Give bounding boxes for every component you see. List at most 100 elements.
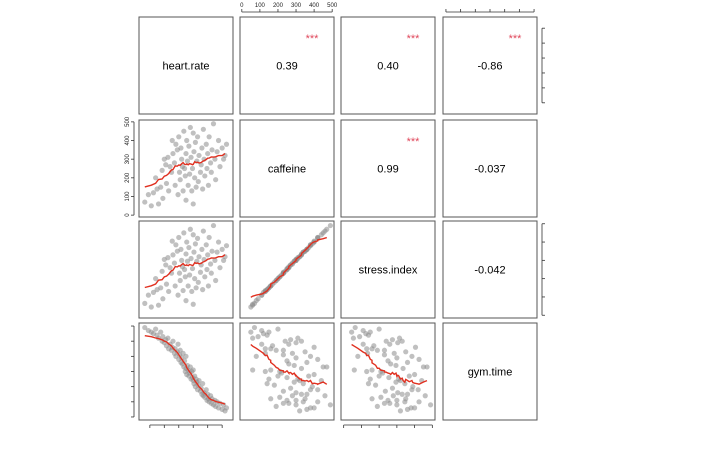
data-point [307, 405, 314, 411]
significance-stars: *** [509, 33, 523, 45]
data-point [192, 276, 198, 282]
data-point [184, 158, 191, 164]
panel-heart.rate-caffeine [239, 16, 335, 115]
data-point [185, 182, 191, 188]
data-point [179, 257, 185, 263]
panel-caffeine-gym.time [442, 119, 538, 218]
tick-label: 500 [125, 116, 131, 127]
data-point [381, 347, 388, 353]
data-point [193, 184, 199, 190]
data-point [289, 350, 296, 356]
data-point [158, 285, 164, 291]
data-point [145, 192, 151, 198]
data-point [364, 368, 370, 375]
data-point [367, 329, 373, 335]
data-point [148, 304, 154, 310]
data-point [202, 274, 208, 280]
data-point [205, 182, 212, 188]
data-point [207, 261, 214, 267]
data-point [180, 188, 186, 194]
data-point [181, 128, 187, 134]
data-point [219, 145, 225, 151]
data-point [210, 121, 217, 127]
data-point [369, 346, 375, 352]
data-point [173, 141, 179, 147]
data-point [169, 238, 175, 244]
data-point [315, 356, 321, 362]
data-point [424, 364, 430, 370]
data-point [203, 387, 209, 393]
data-point [399, 338, 405, 344]
panel-heart.rate-gym.time [442, 16, 538, 115]
tick-label: 300 [125, 154, 131, 165]
data-point [192, 139, 198, 145]
data-point [395, 340, 401, 346]
data-point [181, 165, 188, 172]
data-point [215, 239, 222, 245]
data-point [150, 190, 157, 196]
data-point [390, 393, 396, 399]
data-point [415, 387, 421, 393]
data-point [187, 272, 193, 278]
data-point [393, 362, 399, 369]
panel-heart.rate-stress.index [340, 16, 436, 115]
data-point [214, 249, 220, 255]
data-point [219, 246, 225, 252]
data-point [200, 126, 206, 132]
data-point [175, 341, 181, 347]
tick-label: 200 [273, 3, 284, 9]
tick-label: 0 [125, 213, 131, 217]
data-point [176, 270, 183, 276]
data-point [184, 258, 191, 264]
data-point [210, 222, 217, 229]
data-point [213, 177, 219, 183]
tick-label: 500 [327, 3, 338, 9]
smooth-line [250, 343, 328, 386]
data-point [376, 373, 382, 379]
data-point [293, 340, 299, 346]
data-point [165, 335, 171, 341]
smooth-line [144, 254, 226, 289]
data-point [208, 270, 214, 276]
data-point [275, 373, 281, 379]
data-point [163, 162, 169, 168]
data-point [172, 182, 178, 188]
data-point [166, 188, 172, 194]
data-point [372, 382, 379, 388]
data-point [163, 180, 170, 187]
data-point [203, 242, 209, 248]
data-point [209, 248, 215, 254]
data-point [268, 367, 274, 373]
data-point [327, 222, 333, 229]
data-point [311, 405, 317, 411]
data-point [360, 341, 366, 347]
tick-label: 300 [291, 3, 302, 9]
data-point [349, 329, 355, 335]
data-point [196, 254, 202, 260]
data-point [183, 197, 189, 203]
data-point [187, 171, 193, 177]
data-point [273, 347, 279, 353]
correlation-value: 0.40 [377, 61, 398, 73]
data-point [397, 377, 404, 384]
data-point [295, 335, 301, 341]
data-point [213, 277, 219, 284]
data-point [412, 371, 418, 378]
smooth-line [144, 153, 226, 188]
data-point [297, 408, 303, 414]
data-point [183, 298, 189, 304]
data-point [378, 394, 384, 400]
data-point [404, 391, 411, 397]
data-point [199, 145, 205, 151]
data-point [322, 393, 328, 399]
panel-stress.index-caffeine [239, 220, 335, 319]
significance-stars: *** [407, 33, 421, 45]
data-point [190, 201, 196, 207]
data-point [214, 149, 220, 155]
data-point [402, 381, 408, 387]
data-point [409, 353, 415, 359]
tick-label: 200 [125, 172, 131, 183]
data-point [217, 164, 223, 170]
data-point [192, 175, 198, 181]
